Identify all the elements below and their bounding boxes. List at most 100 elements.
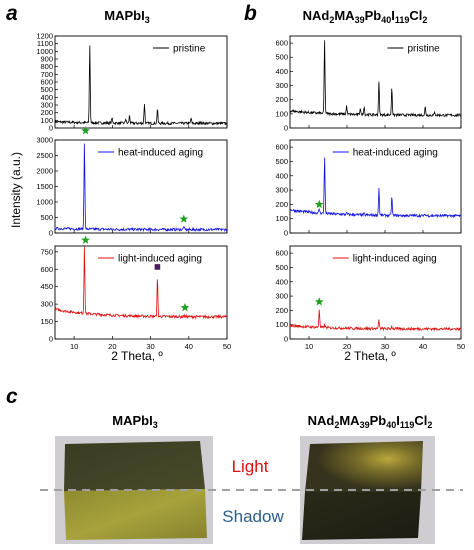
photo-title-left: MAPbI3: [112, 413, 157, 430]
photo-left: [55, 436, 213, 544]
photo-right: [300, 436, 435, 544]
y-tick-label: 900: [40, 55, 53, 64]
subplot-b-2: 0 100 200 300 400 500 600 10 20 30 40 50 light-induc…: [275, 245, 465, 351]
y-tick-label: 1100: [37, 39, 53, 48]
panel-b-title: NAd2MA39Pb40I119Cl2: [303, 8, 428, 25]
peak-star-marker: [81, 235, 90, 244]
y-tick-label: 2500: [36, 151, 53, 160]
film-right-light: [305, 441, 423, 492]
y-tick-label: 600: [275, 249, 288, 258]
y-tick-label: 0: [49, 335, 53, 344]
y-tick-label: 450: [40, 282, 53, 291]
x-axis-label-a: 2 Theta, º: [111, 349, 163, 363]
y-tick-label: 600: [40, 265, 53, 274]
chart-panel-a: 0100200300400500600700800900100011001200…: [36, 32, 231, 352]
series-line-pristine: [289, 40, 462, 118]
y-tick-label: 0: [49, 229, 53, 238]
y-axis-label: Intensity (a.u.): [9, 152, 23, 228]
x-tick-label: 50: [457, 342, 465, 351]
x-tick-label: 50: [223, 342, 231, 351]
y-tick-label: 600: [275, 143, 288, 152]
light-label: Light: [232, 457, 269, 476]
series-line-light-induced-aging: [54, 246, 228, 320]
y-tick-label: 1500: [36, 182, 53, 191]
y-tick-label: 1200: [36, 32, 53, 41]
y-tick-label: 300: [275, 292, 288, 301]
subplot-a-1: 0 500 1000 1500 2000 2500 3000 heat-induced agi…: [36, 136, 228, 238]
subplot-a-2: 0 150 300 450 600 750 10 20 30 40 50 light-induced …: [40, 245, 231, 351]
x-tick-label: 40: [419, 342, 427, 351]
peak-square-marker: [154, 264, 161, 270]
panel-label-c: c: [6, 385, 18, 408]
y-tick-label: 500: [40, 213, 53, 222]
x-tick-label: 20: [108, 342, 116, 351]
y-tick-label: 700: [40, 70, 53, 79]
y-tick-label: 500: [275, 263, 288, 272]
y-tick-label: 600: [40, 78, 53, 87]
y-tick-label: 300: [275, 186, 288, 195]
film-left-light: [64, 441, 205, 491]
legend-label: heat-induced aging: [118, 148, 203, 159]
legend-label: light-induced aging: [353, 254, 437, 265]
y-tick-label: 600: [275, 39, 288, 48]
y-tick-label: 500: [275, 53, 288, 62]
y-tick-label: 200: [275, 200, 288, 209]
y-tick-label: 1000: [36, 47, 53, 56]
y-tick-label: 100: [275, 214, 288, 223]
peak-star-marker: [314, 199, 324, 209]
y-tick-label: 750: [40, 247, 53, 256]
y-tick-label: 0: [284, 335, 288, 344]
legend-label: pristine: [407, 44, 440, 55]
series-line-pristine: [54, 45, 228, 126]
subplot-b-1: 0 100 200 300 400 500 600 heat-induced aging: [275, 139, 462, 238]
axes-frame: [289, 139, 462, 234]
y-tick-label: 300: [40, 300, 53, 309]
y-tick-label: 400: [275, 277, 288, 286]
y-tick-label: 200: [275, 306, 288, 315]
y-tick-label: 200: [275, 95, 288, 104]
x-axis-label-b: 2 Theta, º: [344, 349, 396, 363]
photo-title-right: NAd2MA39Pb40I119Cl2: [308, 413, 433, 430]
y-tick-label: 200: [40, 108, 53, 117]
subplot-a-0: 0100200300400500600700800900100011001200…: [36, 32, 228, 133]
x-tick-label: 40: [185, 342, 193, 351]
legend-label: light-induced aging: [118, 254, 202, 265]
panel-a-title: MAPbI3: [104, 8, 149, 25]
y-tick-label: 2000: [36, 167, 53, 176]
y-tick-label: 500: [40, 85, 53, 94]
y-tick-label: 0: [49, 124, 53, 133]
axes-frame: [289, 35, 462, 129]
axes-frame: [54, 245, 228, 340]
series-line-heat-induced-aging: [289, 157, 462, 219]
shadow-label: Shadow: [222, 507, 284, 526]
series-line-heat-induced-aging: [54, 143, 228, 233]
legend-label: heat-induced aging: [353, 148, 438, 159]
y-tick-label: 400: [275, 67, 288, 76]
y-tick-label: 100: [40, 116, 53, 125]
legend-label: pristine: [173, 44, 206, 55]
panel-label-a: a: [6, 2, 18, 25]
peak-star-marker: [314, 297, 324, 306]
film-right-shadow: [302, 492, 421, 540]
series-line-light-induced-aging: [289, 309, 462, 332]
photo-panel-c: MAPbI3 NAd2MA39Pb40I119Cl2 Light Shadow: [40, 413, 463, 544]
y-tick-label: 500: [275, 157, 288, 166]
peak-star-marker: [81, 126, 90, 135]
y-tick-label: 150: [40, 317, 53, 326]
x-tick-label: 30: [146, 342, 154, 351]
peak-star-marker: [179, 214, 189, 223]
x-tick-label: 10: [70, 342, 78, 351]
x-tick-label: 30: [381, 342, 389, 351]
y-tick-label: 3000: [36, 136, 53, 145]
y-tick-label: 800: [40, 62, 53, 71]
y-tick-label: 100: [275, 109, 288, 118]
axes-frame: [289, 245, 462, 340]
y-tick-label: 0: [284, 124, 288, 133]
y-tick-label: 0: [284, 229, 288, 238]
y-tick-label: 300: [275, 81, 288, 90]
chart-panel-b: 0100200300400500600pristine0100200300400…: [275, 35, 465, 351]
y-tick-label: 400: [40, 93, 53, 102]
y-tick-label: 100: [275, 320, 288, 329]
y-tick-label: 1000: [36, 198, 53, 207]
